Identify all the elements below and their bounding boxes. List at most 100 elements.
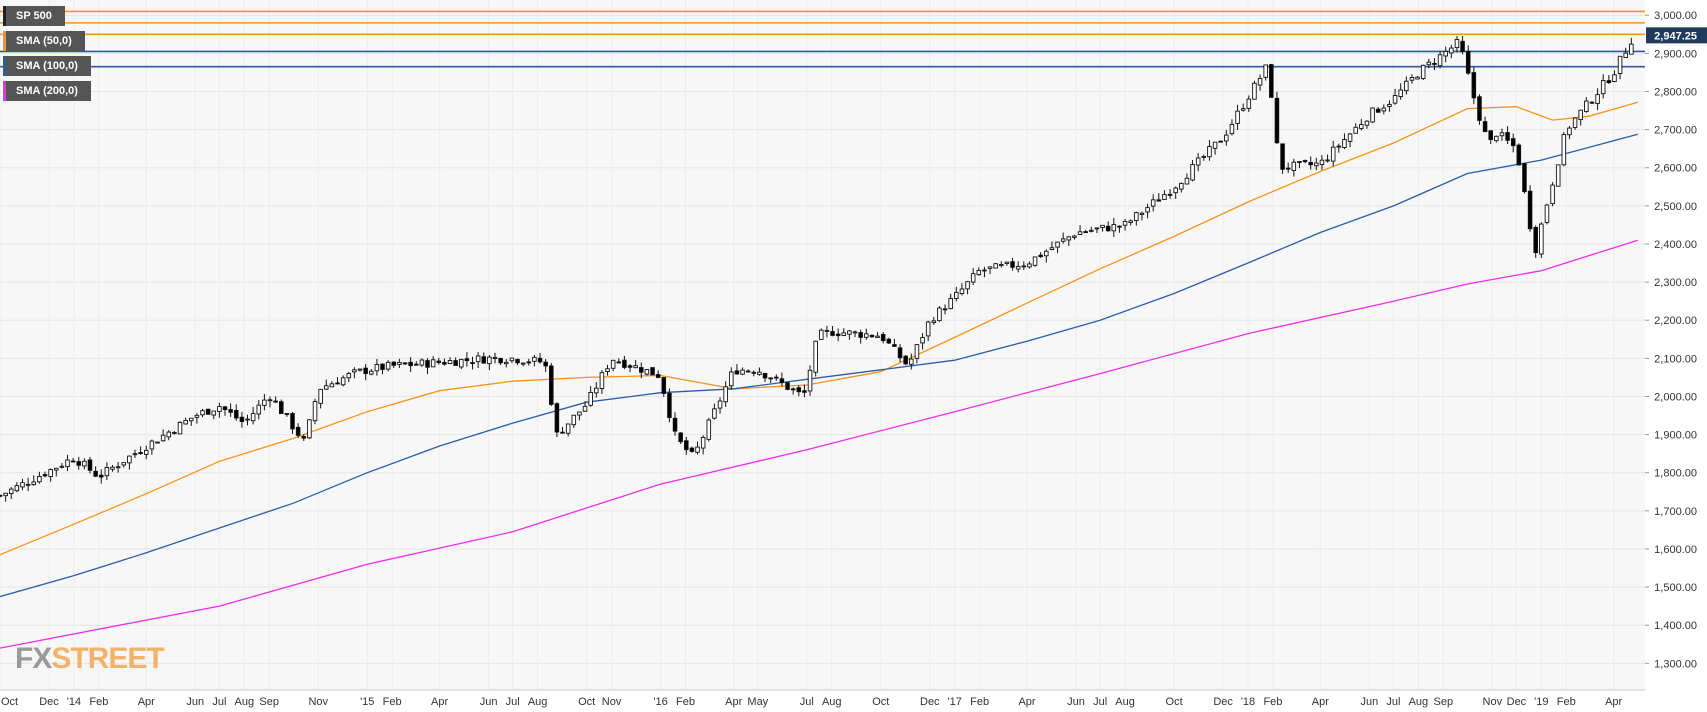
candle-body — [712, 408, 717, 419]
time-tick-label: Aug — [528, 696, 548, 708]
legend-item-sma-50[interactable]: SMA (50,0) — [3, 31, 91, 51]
candle-body — [965, 281, 970, 290]
candle-body — [262, 399, 267, 406]
candle-body — [25, 483, 31, 486]
price-tick-label: 1,300.00 — [1654, 658, 1697, 670]
candle-body — [1066, 236, 1072, 241]
candle-body — [121, 462, 127, 466]
price-tick-label: 2,100.00 — [1654, 353, 1697, 365]
candle-body — [1314, 162, 1319, 167]
candle-body — [1510, 138, 1516, 147]
candle-body — [87, 459, 93, 471]
time-tick-label: Jun — [1067, 696, 1085, 708]
candle-body — [160, 434, 166, 442]
candle-body — [1291, 161, 1297, 171]
candle-body — [520, 362, 526, 365]
legend-label: SMA (100,0) — [6, 56, 91, 76]
candle-body — [982, 269, 987, 272]
candle-body — [1224, 134, 1229, 142]
time-tick-label: Oct — [1166, 696, 1183, 708]
candle-body — [369, 370, 374, 375]
last-price-label: 2,947.25 — [1654, 30, 1697, 42]
time-tick-label: Aug — [235, 696, 255, 708]
candle-body — [53, 467, 59, 471]
candle-body — [1404, 80, 1409, 92]
candle-body — [110, 466, 115, 470]
candle-body — [920, 337, 925, 344]
candle-body — [1426, 61, 1432, 66]
candle-body — [1370, 107, 1375, 123]
candle-body — [684, 440, 689, 451]
candle-body — [605, 368, 610, 373]
candle-body — [166, 431, 172, 438]
legend-swatch — [3, 56, 6, 76]
price-tick-label: 1,600.00 — [1654, 544, 1697, 556]
candle-body — [177, 421, 183, 435]
candle-body — [183, 419, 188, 425]
candle-body — [1319, 159, 1325, 166]
time-tick-label: Jul — [1093, 696, 1107, 708]
candle-body — [1505, 132, 1510, 141]
legend-item-sma-200[interactable]: SMA (200,0) — [3, 81, 91, 101]
legend-item-sp500[interactable]: SP 500 — [3, 6, 91, 26]
candle-body — [1240, 108, 1246, 111]
candle-body — [1139, 212, 1145, 215]
time-tick-label: Jun — [1360, 696, 1378, 708]
candle-body — [1173, 187, 1178, 194]
candle-body — [672, 417, 678, 432]
candle-body — [1100, 224, 1105, 228]
price-tick-label: 1,400.00 — [1654, 620, 1697, 632]
candle-body — [1207, 146, 1212, 158]
candle-body — [1162, 194, 1167, 200]
time-tick-label: Jul — [1386, 696, 1400, 708]
candle-body — [59, 465, 65, 468]
candle-body — [1229, 123, 1235, 135]
legend-item-sma-100[interactable]: SMA (100,0) — [3, 56, 91, 76]
grid — [0, 0, 1645, 690]
candle-body — [549, 365, 554, 405]
candle-body — [1432, 62, 1437, 65]
candle-body — [397, 361, 402, 365]
last-price-badge — [1646, 27, 1707, 44]
candle-body — [599, 372, 605, 389]
candle-body — [340, 377, 346, 386]
candle-body — [250, 413, 256, 422]
candle-body — [1015, 266, 1021, 270]
candle-body — [937, 307, 942, 322]
time-tick-label: Jun — [480, 696, 498, 708]
candle-body — [1539, 223, 1544, 255]
candle-body — [1409, 77, 1415, 81]
candle-body — [745, 370, 751, 373]
candle-body — [1021, 265, 1027, 268]
candle-body — [290, 413, 295, 430]
time-tick-label: '19 — [1534, 696, 1548, 708]
candle-body — [1094, 227, 1100, 230]
candle-body — [616, 361, 622, 364]
candle-body — [273, 400, 278, 403]
candle-body — [582, 405, 588, 412]
candle-body — [1550, 184, 1555, 205]
candle-body — [1623, 52, 1628, 59]
price-tick-label: 2,500.00 — [1654, 201, 1697, 213]
candle-body — [414, 363, 419, 366]
candle-body — [1494, 135, 1499, 142]
sma-line — [0, 133, 1638, 598]
time-tick-label: Oct — [578, 696, 595, 708]
candle-body — [1488, 130, 1493, 141]
time-tick-label: '18 — [1241, 696, 1255, 708]
horizontal-levels — [0, 10, 1645, 68]
candle-body — [1454, 38, 1460, 49]
time-tick-label: Jul — [506, 696, 520, 708]
candle-body — [819, 329, 824, 340]
time-axis-background — [0, 690, 1645, 712]
candle-body — [430, 359, 436, 368]
candle-body — [256, 404, 262, 415]
candle-body — [622, 359, 627, 368]
time-tick-label: Jul — [800, 696, 814, 708]
candle-body — [1589, 101, 1595, 104]
candle-body — [830, 331, 835, 336]
candle-body — [149, 440, 155, 450]
candle-body — [824, 329, 830, 332]
candle-body — [1527, 190, 1533, 230]
